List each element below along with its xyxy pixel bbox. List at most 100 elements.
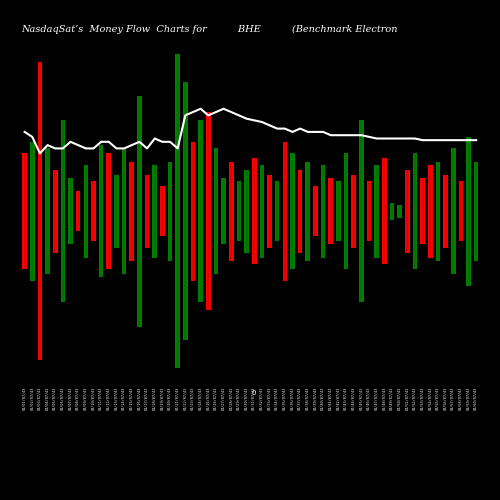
Text: 04/16/07/43: 04/16/07/43 — [138, 386, 141, 410]
Bar — [160, 186, 164, 211]
Text: 04/24/07/43: 04/24/07/43 — [198, 386, 202, 410]
Bar — [412, 211, 417, 269]
Bar — [38, 62, 42, 211]
Bar — [145, 211, 150, 248]
Text: 04/36/07/43: 04/36/07/43 — [290, 386, 294, 410]
Bar — [298, 170, 302, 211]
Text: 04/51/07/43: 04/51/07/43 — [406, 386, 409, 410]
Text: 04/10/07/43: 04/10/07/43 — [92, 386, 96, 410]
Bar — [290, 154, 295, 211]
Text: 04/21/07/43: 04/21/07/43 — [176, 386, 180, 410]
Bar — [106, 154, 111, 211]
Text: 04/37/07/43: 04/37/07/43 — [298, 386, 302, 410]
Bar — [190, 211, 196, 280]
Text: 04/26/07/43: 04/26/07/43 — [214, 386, 218, 410]
Text: 04/50/07/43: 04/50/07/43 — [398, 386, 402, 410]
Text: 04/29/07/43: 04/29/07/43 — [237, 386, 241, 410]
Bar — [328, 178, 333, 211]
Text: 04/18/07/43: 04/18/07/43 — [152, 386, 156, 410]
Text: 04/33/07/43: 04/33/07/43 — [268, 386, 272, 410]
Bar — [260, 211, 264, 258]
Text: 04/55/07/43: 04/55/07/43 — [436, 386, 440, 410]
Bar — [290, 211, 295, 269]
Bar — [336, 211, 340, 241]
Text: 04/22/07/43: 04/22/07/43 — [184, 386, 188, 410]
Text: 04/42/07/43: 04/42/07/43 — [336, 386, 340, 410]
Text: 04/58/07/43: 04/58/07/43 — [459, 386, 463, 410]
Bar — [76, 211, 80, 231]
Bar — [122, 148, 126, 211]
Bar — [275, 211, 280, 241]
Bar — [420, 178, 425, 211]
Bar — [84, 211, 88, 258]
Bar — [306, 211, 310, 261]
Bar — [145, 175, 150, 211]
Bar — [183, 211, 188, 340]
Bar — [366, 182, 372, 211]
Bar — [99, 211, 103, 278]
Bar — [321, 211, 326, 258]
Bar — [84, 165, 88, 211]
Bar — [313, 186, 318, 211]
Bar — [68, 211, 73, 244]
Bar — [428, 165, 432, 211]
Text: 04/08/07/43: 04/08/07/43 — [76, 386, 80, 410]
Text: 04/53/07/43: 04/53/07/43 — [420, 386, 424, 410]
Text: NasdaqSat’s  Money Flow  Charts for          BHE          (Benchmark Electron: NasdaqSat’s Money Flow Charts for BHE (B… — [21, 25, 398, 34]
Text: 04/30/07/43: 04/30/07/43 — [244, 386, 248, 410]
Bar — [260, 165, 264, 211]
Bar — [152, 211, 157, 258]
Bar — [91, 211, 96, 241]
Bar — [398, 204, 402, 211]
Bar — [306, 162, 310, 211]
Bar — [206, 211, 210, 310]
Bar — [444, 211, 448, 248]
Bar — [474, 162, 478, 211]
Text: 04/14/07/43: 04/14/07/43 — [122, 386, 126, 410]
Text: 04/23/07/43: 04/23/07/43 — [191, 386, 195, 410]
Text: 04/47/07/43: 04/47/07/43 — [374, 386, 378, 410]
Text: 04/05/07/43: 04/05/07/43 — [53, 386, 57, 410]
Bar — [252, 211, 256, 264]
Bar — [436, 211, 440, 261]
Bar — [428, 211, 432, 258]
Text: 04/12/07/43: 04/12/07/43 — [107, 386, 111, 410]
Bar — [366, 211, 372, 241]
Bar — [198, 211, 203, 302]
Bar — [458, 182, 463, 211]
Text: 04/44/07/43: 04/44/07/43 — [352, 386, 356, 410]
Bar — [405, 170, 409, 211]
Bar — [68, 178, 73, 211]
Bar — [412, 154, 417, 211]
Text: 04/25/07/43: 04/25/07/43 — [206, 386, 210, 410]
Text: 04/52/07/43: 04/52/07/43 — [413, 386, 417, 410]
Bar — [229, 211, 234, 261]
Bar — [160, 211, 164, 236]
Bar — [374, 165, 379, 211]
Bar — [236, 211, 241, 241]
Bar — [22, 154, 27, 211]
Bar — [168, 162, 172, 211]
Text: 04/28/07/43: 04/28/07/43 — [230, 386, 234, 410]
Bar — [198, 120, 203, 211]
Text: 04/27/07/43: 04/27/07/43 — [222, 386, 226, 410]
Bar — [282, 142, 287, 211]
Bar — [328, 211, 333, 244]
Bar — [214, 211, 218, 274]
Text: 04/15/07/43: 04/15/07/43 — [130, 386, 134, 410]
Bar — [267, 211, 272, 248]
Bar — [122, 211, 126, 274]
Text: 04/38/07/43: 04/38/07/43 — [306, 386, 310, 410]
Text: 04/49/07/43: 04/49/07/43 — [390, 386, 394, 410]
Text: 04/32/07/43: 04/32/07/43 — [260, 386, 264, 410]
Bar — [106, 211, 111, 269]
Bar — [252, 158, 256, 211]
Bar — [236, 182, 241, 211]
Text: 04/35/07/43: 04/35/07/43 — [283, 386, 287, 410]
Bar — [298, 211, 302, 252]
Bar — [22, 211, 27, 269]
Text: 04/56/07/43: 04/56/07/43 — [444, 386, 448, 410]
Bar — [352, 175, 356, 211]
Text: 04/03/07/43: 04/03/07/43 — [38, 386, 42, 410]
Bar — [168, 211, 172, 261]
